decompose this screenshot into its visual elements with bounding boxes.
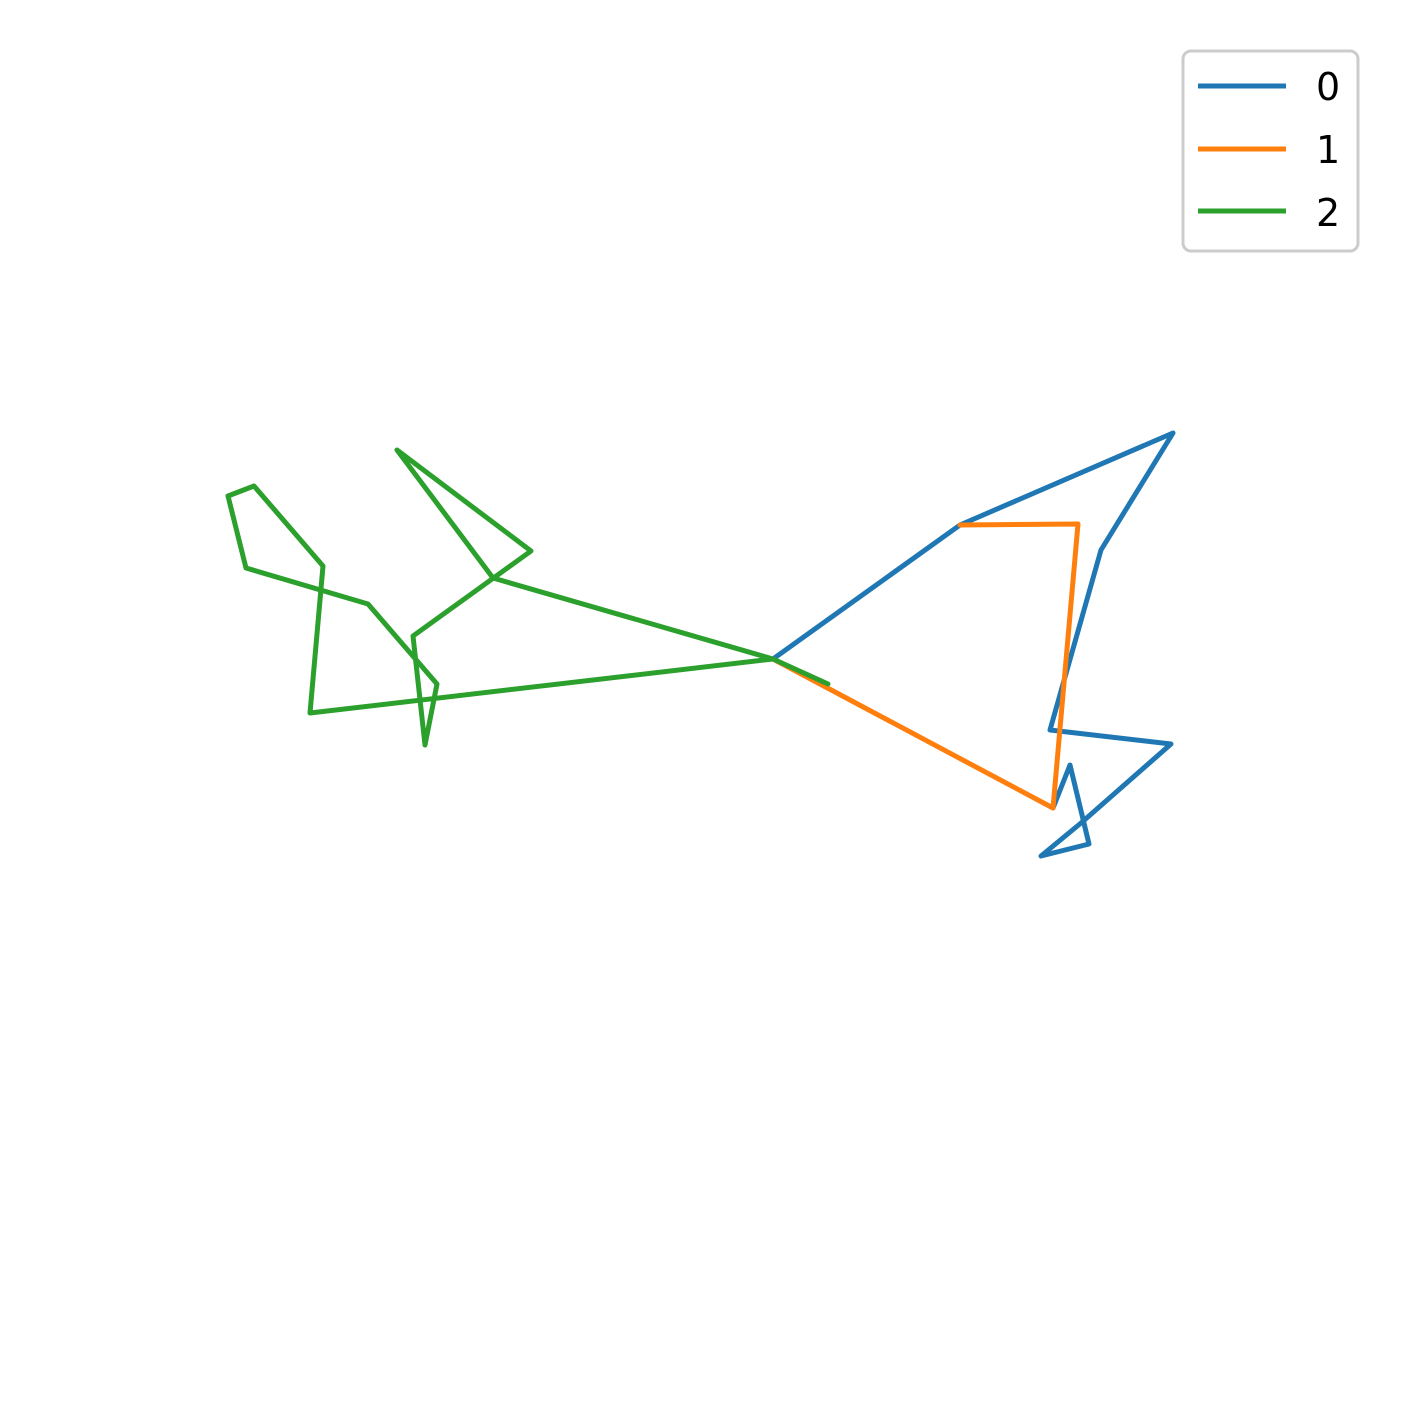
series-2-point <box>244 566 248 570</box>
series-2-point <box>423 743 427 747</box>
series-2-point <box>226 494 230 498</box>
series-2-point <box>771 657 775 661</box>
series-2-point <box>411 634 415 638</box>
legend-item-0: 0 <box>1198 65 1340 109</box>
legend-item-1: 1 <box>1198 128 1340 172</box>
series-2-point <box>321 564 325 568</box>
series-0-point <box>1068 763 1072 767</box>
legend: 0 1 2 <box>1181 49 1360 253</box>
series-2-point <box>252 484 256 488</box>
plot-area <box>225 430 1176 859</box>
series-0-point <box>1099 548 1103 552</box>
series-line-2 <box>225 447 831 748</box>
legend-label-0: 0 <box>1316 65 1340 109</box>
series-2-point <box>435 682 439 686</box>
series-0-point <box>1079 821 1083 825</box>
legend-item-2: 2 <box>1198 191 1340 235</box>
series-2-point <box>529 549 533 553</box>
series-0-point <box>1169 742 1173 746</box>
series-2-point <box>826 682 830 686</box>
series-1-point <box>1076 522 1080 526</box>
series-2-point <box>395 448 399 452</box>
series-2-point <box>366 602 370 606</box>
legend-label-1: 1 <box>1316 128 1340 172</box>
series-line-1 <box>770 521 1081 811</box>
legend-label-2: 2 <box>1316 191 1340 235</box>
series-1-point <box>1051 806 1055 810</box>
series-0-point <box>1048 728 1052 732</box>
series-2-point <box>308 711 312 715</box>
series-0-point <box>1039 854 1043 858</box>
series-0-point <box>1087 842 1091 846</box>
series-2-point <box>491 576 495 580</box>
series-1-point <box>958 523 962 527</box>
series-0-point <box>1171 431 1175 435</box>
series-line-0 <box>770 430 1176 859</box>
